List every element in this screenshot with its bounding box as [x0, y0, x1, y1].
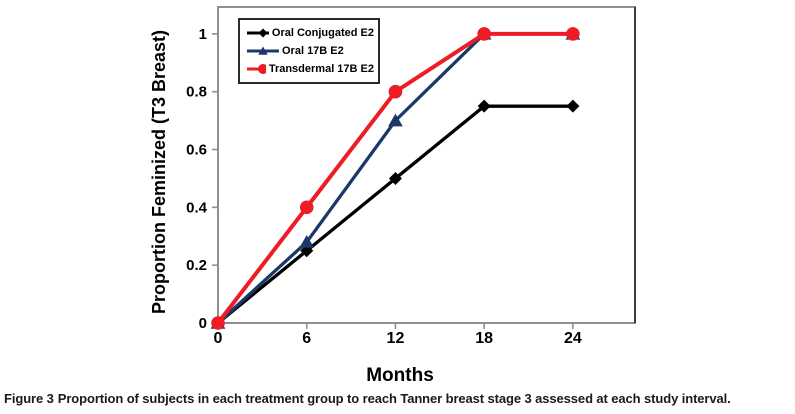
circle-marker	[258, 64, 266, 74]
y-tick-label: 0	[199, 315, 207, 332]
triangle-marker	[388, 113, 403, 127]
figure-caption-text: Proportion of subjects in each treatment…	[57, 391, 731, 406]
series-1	[211, 99, 580, 330]
circle-marker	[388, 84, 403, 99]
y-tick-label: 0.2	[186, 257, 207, 274]
y-axis-title: Proportion Feminized (T3 Breast)	[149, 30, 169, 314]
circle-marker	[299, 200, 314, 215]
series-line	[216, 104, 575, 325]
x-tick-label: 18	[475, 330, 493, 347]
legend-circle-icon	[247, 64, 266, 74]
diamond-marker	[258, 28, 268, 38]
legend-item: Oral 17B E2	[247, 42, 374, 60]
legend-item: Transdermal 17B E2	[247, 60, 374, 78]
x-tick-label: 6	[302, 330, 311, 347]
circle-marker	[477, 27, 491, 41]
x-tick-label: 12	[387, 330, 405, 347]
figure-caption: Figure 3 Proportion of subjects in each t…	[4, 391, 792, 406]
x-axis-title: Months	[366, 365, 434, 386]
line-chart: 0 0.2 0.4 0.6 0.8 1 0 6 12 18 24 Proportion Femini…	[149, 6, 636, 386]
legend-label: Oral Conjugated E2	[271, 27, 374, 39]
triangle-marker	[299, 235, 315, 248]
legend-triangle-icon	[247, 46, 279, 55]
figure-caption-label: Figure 3	[4, 391, 54, 406]
y-tick-label: 1	[199, 26, 207, 43]
y-tick-label: 0.6	[186, 142, 207, 159]
y-tick-label: 0.8	[186, 84, 207, 101]
diamond-marker	[477, 99, 491, 113]
circle-marker	[566, 27, 580, 41]
y-tick-label: 0.4	[186, 199, 208, 216]
circle-marker	[211, 316, 225, 330]
axis-ticks: 0 0.2 0.4 0.6 0.8 1 0 6 12 18 24	[186, 26, 582, 347]
legend-label: Transdermal 17B E2	[268, 63, 374, 75]
legend-label: Oral 17B E2	[282, 45, 344, 57]
triangle-marker	[258, 46, 268, 55]
series-3	[211, 27, 580, 330]
diamond-marker	[566, 99, 580, 113]
chart-series	[210, 26, 581, 330]
x-tick-label: 24	[564, 330, 582, 347]
legend-diamond-icon	[247, 28, 269, 38]
x-tick-label: 0	[214, 330, 223, 347]
legend-item: Oral Conjugated E2	[247, 24, 374, 42]
legend: Oral Conjugated E2 Oral 17B E2 Transdermal…	[238, 18, 380, 84]
diamond-marker	[388, 171, 402, 185]
